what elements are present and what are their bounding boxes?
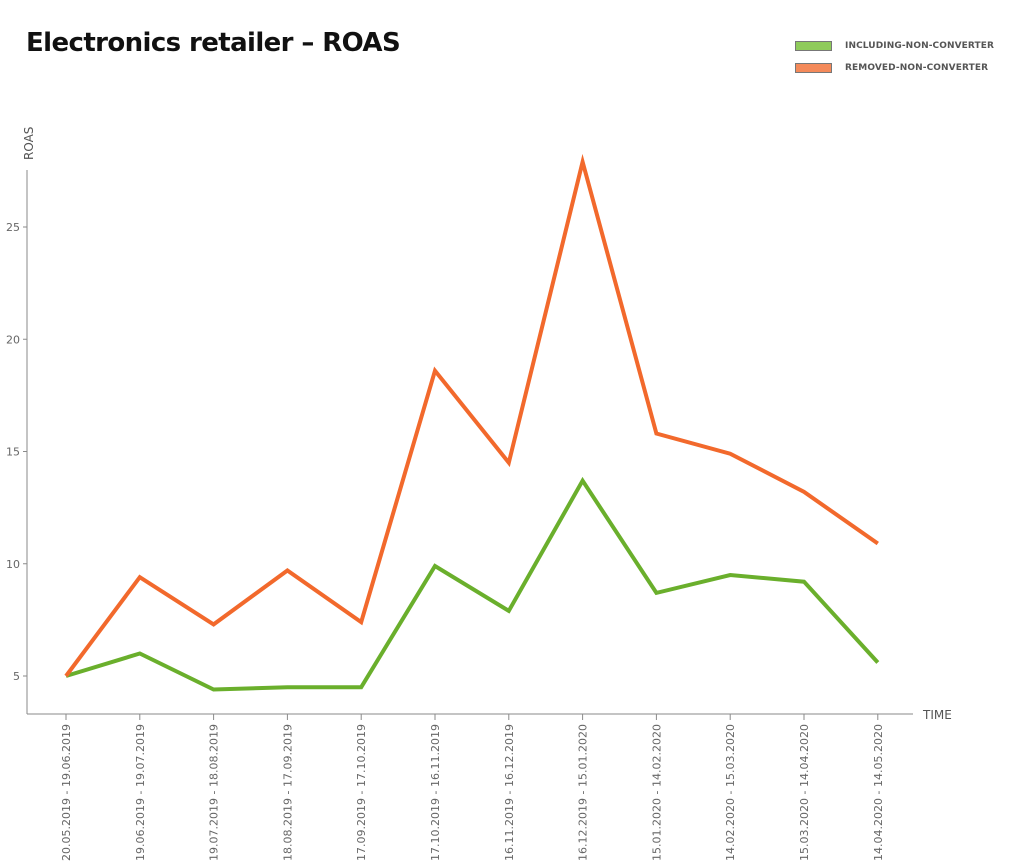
x-tick-label: 15.01.2020 - 14.02.2020 <box>650 724 663 861</box>
x-tick-label: 20.05.2019 - 19.06.2019 <box>60 724 73 861</box>
legend-item-including: INCLUDING-NON-CONVERTER <box>795 35 994 57</box>
y-tick-label: 25 <box>6 221 20 234</box>
y-tick-label: 20 <box>6 333 20 346</box>
x-tick-label: 16.11.2019 - 16.12.2019 <box>503 724 516 861</box>
x-tick-label: 16.12.2019 - 15.01.2020 <box>577 724 590 861</box>
x-tick-label: 17.09.2019 - 17.10.2019 <box>355 724 368 861</box>
legend-item-removed: REMOVED-NON-CONVERTER <box>795 57 994 79</box>
x-tick-label: 15.03.2020 - 14.04.2020 <box>798 724 811 861</box>
x-tick-label: 14.02.2020 - 15.03.2020 <box>724 724 737 861</box>
x-tick-label: 17.10.2019 - 16.11.2019 <box>429 724 442 861</box>
legend: INCLUDING-NON-CONVERTER REMOVED-NON-CONV… <box>795 35 994 79</box>
x-axis-title: TIME <box>922 708 952 722</box>
legend-swatch-removed <box>795 63 832 73</box>
series-line-removed-non-converter <box>64 153 879 678</box>
y-axis-title: ROAS <box>22 127 36 160</box>
legend-label-removed: REMOVED-NON-CONVERTER <box>845 63 989 73</box>
y-tick-label: 5 <box>13 670 20 683</box>
chart-title: Electronics retailer – ROAS <box>26 28 401 58</box>
x-tick-label: 19.06.2019 - 19.07.2019 <box>134 724 147 861</box>
x-tick-label: 19.07.2019 - 18.08.2019 <box>208 724 221 861</box>
x-tick-label: 14.04.2020 - 14.05.2020 <box>872 724 885 861</box>
series-line-including-non-converter <box>65 476 880 692</box>
x-tick-label: 18.08.2019 - 17.09.2019 <box>281 724 294 861</box>
y-tick-label: 15 <box>6 446 20 459</box>
legend-swatch-including <box>795 41 832 51</box>
legend-label-including: INCLUDING-NON-CONVERTER <box>845 41 995 51</box>
y-tick-label: 10 <box>6 558 20 571</box>
